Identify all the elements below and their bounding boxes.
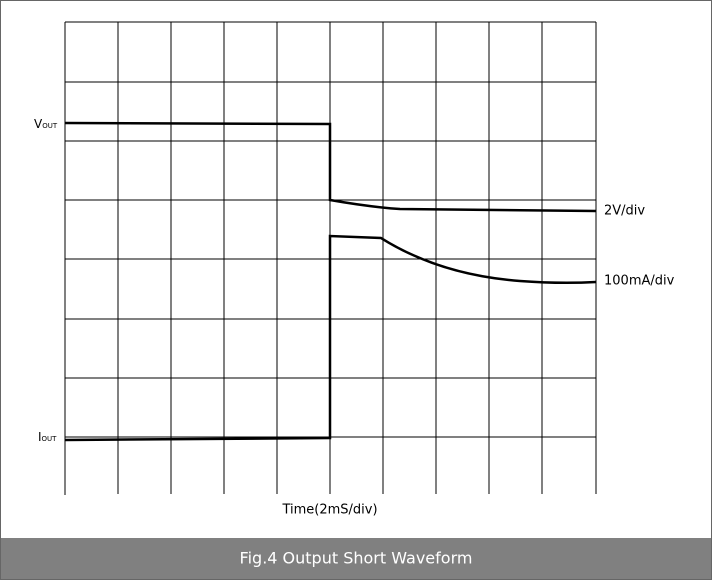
- vout-label: VOUT: [34, 117, 58, 131]
- caption-band: [1, 538, 711, 579]
- current-scale: 100mA/div: [604, 274, 675, 289]
- caption: Fig.4 Output Short Waveform: [240, 549, 473, 568]
- iout-main: I: [38, 430, 42, 444]
- iout-trace: [64, 234, 597, 442]
- iout-label: IOUT: [38, 430, 57, 444]
- vout-sub: OUT: [42, 122, 58, 130]
- voltage-scale: 2V/div: [604, 204, 645, 219]
- time-axis-label: Time(2mS/div): [281, 503, 377, 518]
- vout-trace: [64, 121, 597, 213]
- iout-sub: OUT: [42, 435, 58, 443]
- vout-main: V: [34, 117, 43, 131]
